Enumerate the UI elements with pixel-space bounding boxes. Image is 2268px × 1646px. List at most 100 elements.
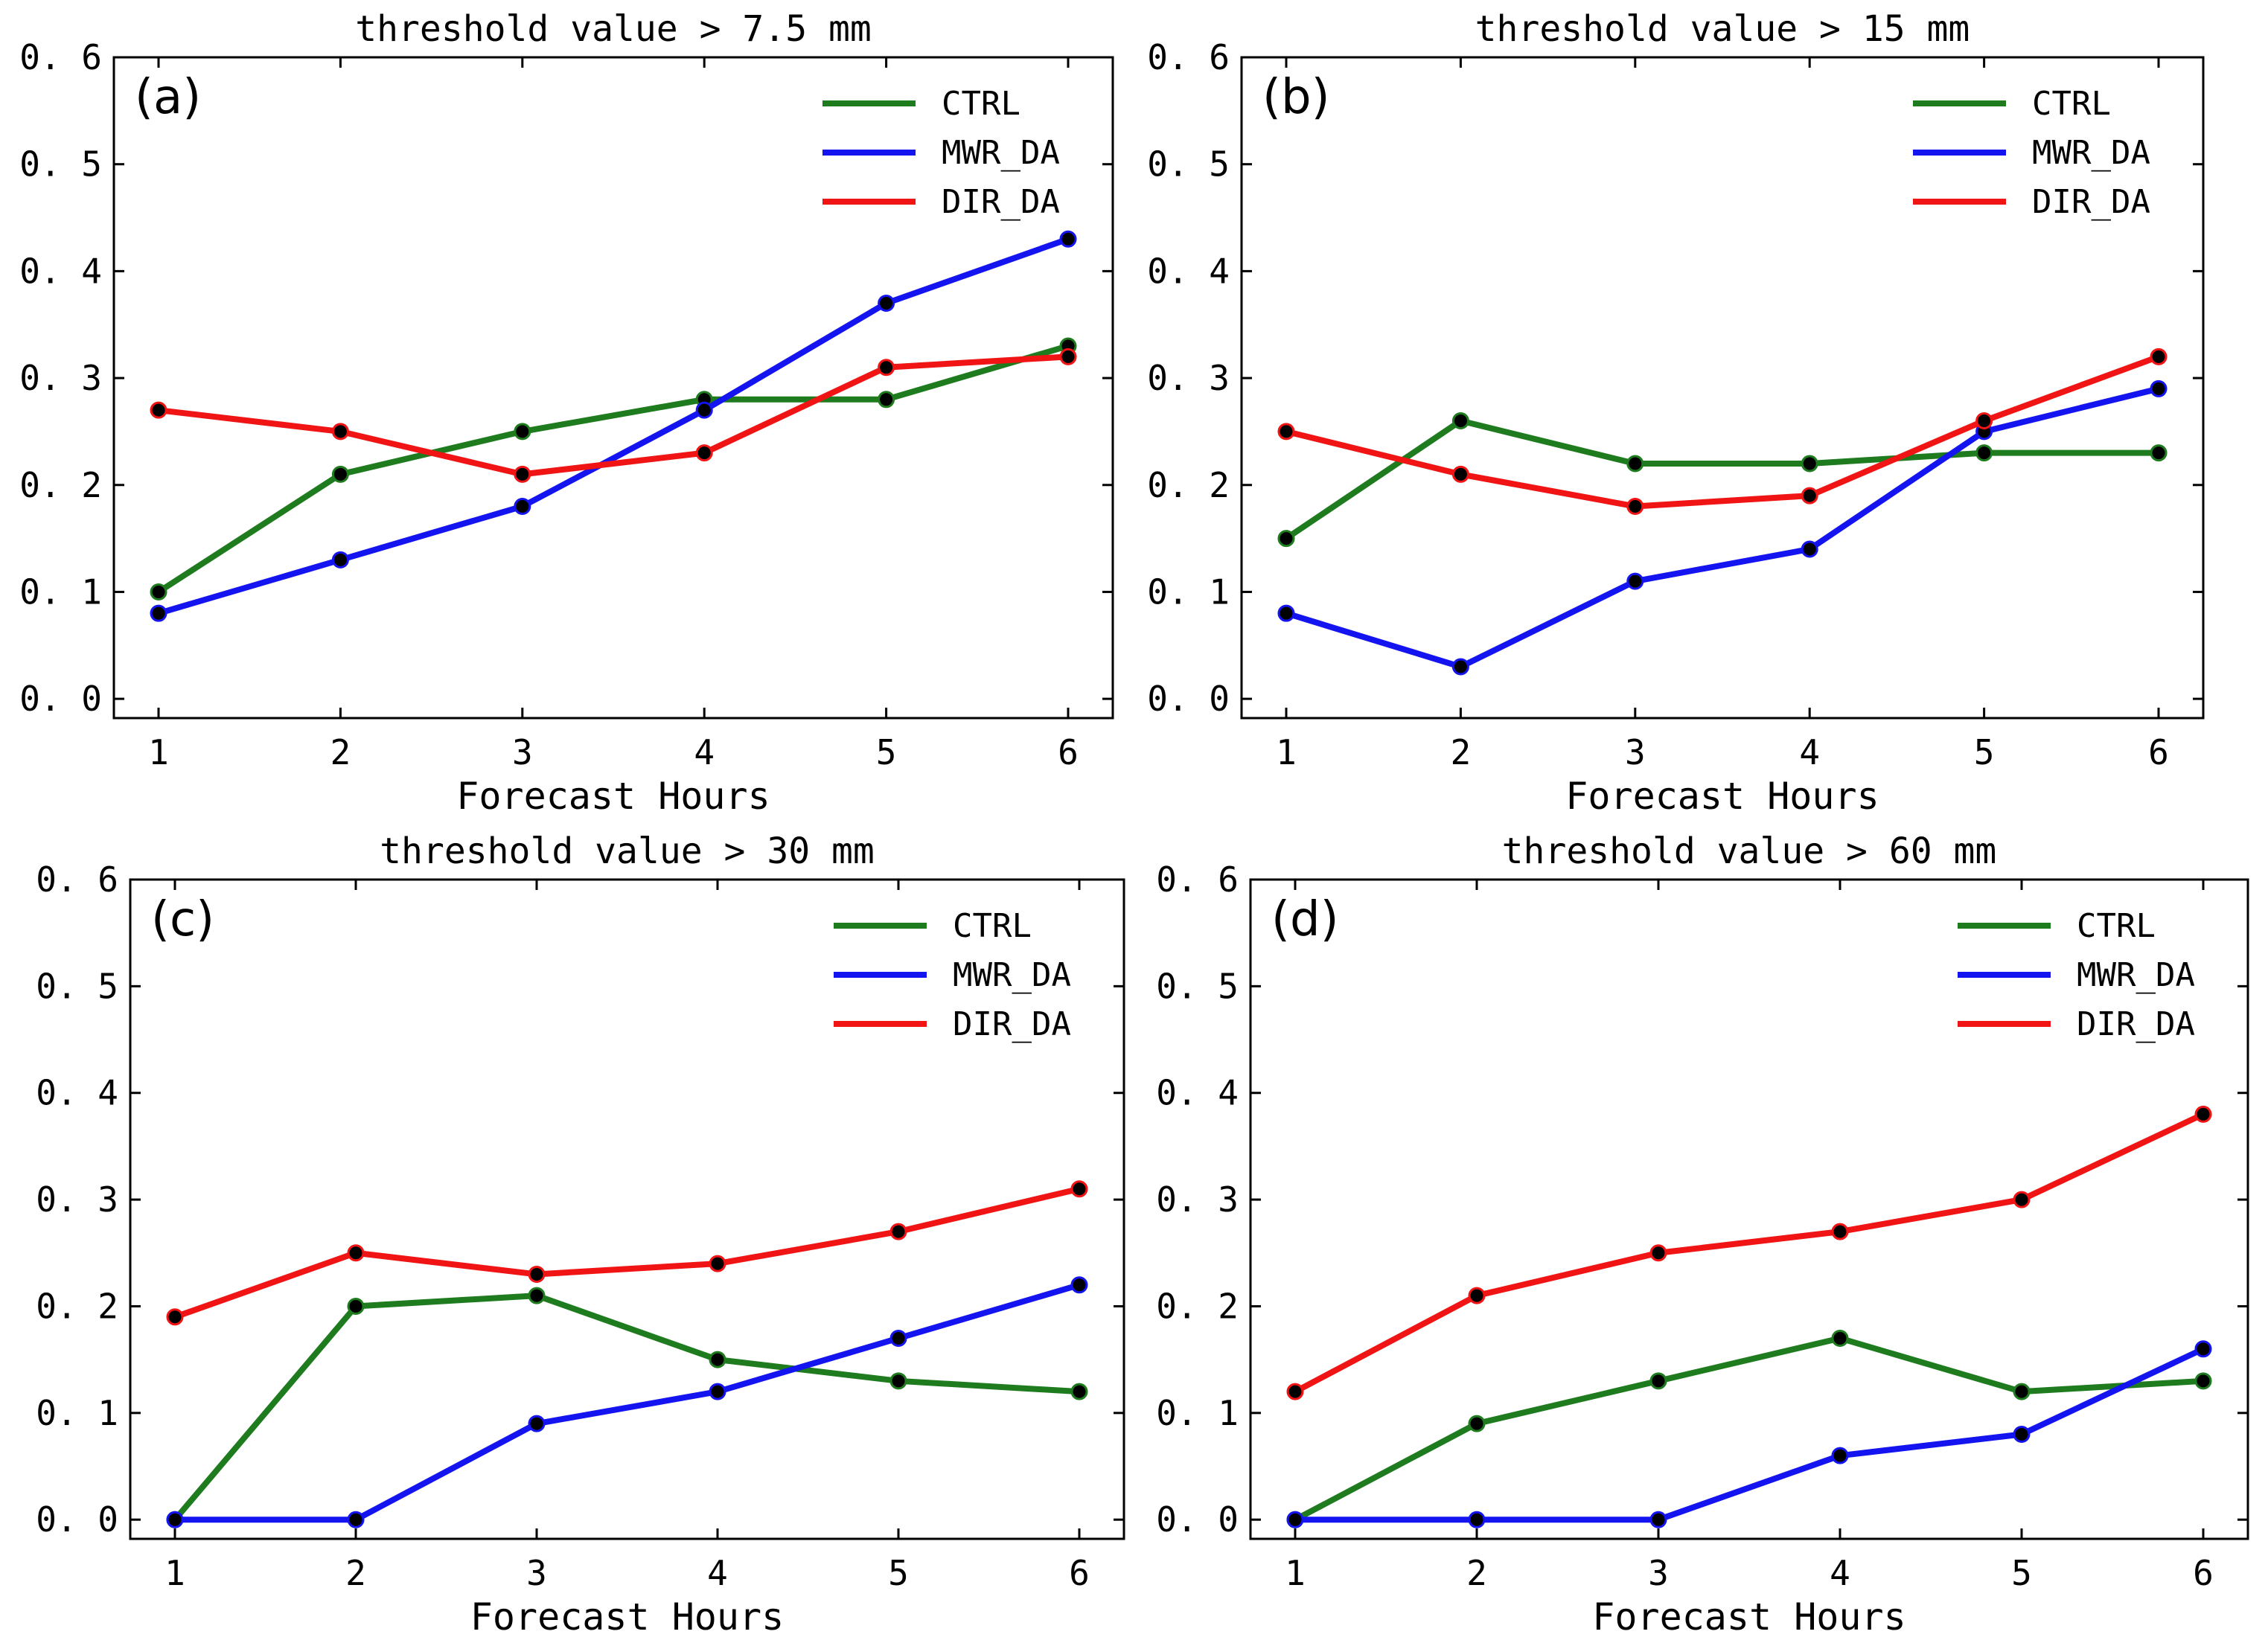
panel-label: (a) <box>135 70 201 125</box>
data-point <box>1801 540 1818 558</box>
data-point <box>1649 1244 1667 1262</box>
data-point <box>889 1372 907 1390</box>
data-point <box>347 1511 365 1528</box>
data-point <box>2194 1105 2212 1123</box>
x-tick-label: 5 <box>1974 732 1995 772</box>
data-point <box>889 1329 907 1347</box>
data-point <box>514 465 531 483</box>
data-point <box>878 359 895 377</box>
chart-panel: threshold value > 7.5 mm (a) 0. 0 0. 1 0. 2 0… <box>19 8 1114 818</box>
data-point <box>331 423 349 441</box>
x-tick-label: 1 <box>164 1553 185 1593</box>
y-tick-label: 0. 1 <box>1156 1393 1239 1433</box>
x-tick-label: 1 <box>1276 732 1297 772</box>
x-axis-title: Forecast Hours <box>1565 775 1879 818</box>
y-tick-label: 0. 3 <box>36 1179 118 1220</box>
y-tick-label: 0. 1 <box>36 1393 118 1433</box>
y-tick-label: 0. 3 <box>1147 358 1230 398</box>
data-point <box>1649 1372 1667 1390</box>
x-tick-label: 4 <box>1799 732 1820 772</box>
chart-title: threshold value > 15 mm <box>1475 8 1970 50</box>
y-tick-label: 0. 6 <box>1156 859 1239 900</box>
data-point <box>528 1265 546 1283</box>
y-tick-label: 0. 6 <box>36 859 118 900</box>
data-point <box>1831 1223 1849 1240</box>
y-tick-label: 0. 4 <box>36 1073 118 1113</box>
data-point <box>1070 1276 1088 1294</box>
series-line-mwr-da <box>175 1281 1081 1523</box>
y-tick-label: 0. 0 <box>36 1499 118 1540</box>
x-tick-label: 5 <box>2011 1553 2032 1593</box>
chart-panel: threshold value > 30 mm (c) 0. 0 0. 1 0. 2 0.… <box>36 830 1125 1639</box>
legend-label: DIR_DA <box>953 1005 1071 1043</box>
x-tick-label: 3 <box>526 1553 547 1593</box>
legend-label: DIR_DA <box>2032 183 2150 221</box>
x-tick-label: 2 <box>1451 732 1472 772</box>
data-point <box>2150 444 2168 462</box>
y-tick-label: 0. 0 <box>1156 1499 1239 1540</box>
data-point <box>150 604 167 622</box>
plot-frame <box>129 878 1125 1540</box>
legend-label: MWR_DA <box>2032 134 2150 172</box>
data-point <box>1277 530 1295 548</box>
x-tick-label: 4 <box>1830 1553 1850 1593</box>
data-point <box>331 551 349 569</box>
y-tick-label: 0. 5 <box>1147 144 1230 185</box>
y-tick-label: 0. 5 <box>1156 966 1239 1006</box>
data-point <box>2194 1372 2212 1390</box>
series-line-ctrl <box>156 343 1070 595</box>
legend-label: CTRL <box>2032 85 2111 123</box>
x-tick-label: 3 <box>1648 1553 1669 1593</box>
data-point <box>1801 487 1818 505</box>
x-tick-label: 3 <box>1625 732 1646 772</box>
x-tick-label: 6 <box>2193 1553 2214 1593</box>
y-tick-label: 0. 3 <box>1156 1179 1239 1220</box>
chart-title: threshold value > 7.5 mm <box>355 8 872 50</box>
y-tick-label: 0. 5 <box>36 966 118 1006</box>
plot-frame <box>1240 56 2205 720</box>
data-point <box>709 1255 726 1272</box>
data-point <box>1468 1415 1486 1432</box>
x-tick-label: 1 <box>1285 1553 1306 1593</box>
data-point <box>1468 1287 1486 1304</box>
data-point <box>1451 465 1469 483</box>
data-point <box>347 1297 365 1315</box>
x-axis-title: Forecast Hours <box>1592 1595 1906 1639</box>
chart-panel: threshold value > 15 mm (b) 0. 0 0. 1 0. 2 0.… <box>1147 8 2205 818</box>
data-point <box>1277 423 1295 441</box>
panel-label: (c) <box>151 892 214 947</box>
data-point <box>1626 497 1644 515</box>
y-tick-label: 0. 2 <box>1147 465 1230 505</box>
data-point <box>1451 658 1469 676</box>
data-point <box>695 401 713 419</box>
data-point <box>1059 230 1077 248</box>
data-point <box>1059 348 1077 365</box>
data-point <box>347 1244 365 1262</box>
data-point <box>2150 380 2168 397</box>
x-axis-title: Forecast Hours <box>456 775 770 818</box>
data-point <box>1975 412 1993 430</box>
y-tick-label: 0. 0 <box>1147 679 1230 719</box>
data-point <box>331 465 349 483</box>
series-line-dir-da <box>1285 353 2160 510</box>
legend-label: CTRL <box>942 85 1020 123</box>
x-tick-label: 6 <box>1058 732 1079 772</box>
data-point <box>2194 1340 2212 1358</box>
y-tick-label: 0. 4 <box>1147 251 1230 291</box>
series-line-dir-da <box>158 353 1069 478</box>
data-point <box>709 1351 726 1368</box>
data-point <box>1801 455 1818 473</box>
y-tick-label: 0. 6 <box>19 37 102 77</box>
chart-title: threshold value > 30 mm <box>380 830 875 872</box>
chart-panel: threshold value > 60 mm (d) 0. 0 0. 1 0. 2 0.… <box>1156 830 2249 1639</box>
panel-label: (d) <box>1271 892 1339 947</box>
series-line-ctrl <box>172 1293 1080 1522</box>
data-point <box>1626 455 1644 473</box>
panel-label: (b) <box>1262 70 1330 125</box>
data-point <box>1070 1180 1088 1198</box>
data-point <box>528 1287 546 1304</box>
y-tick-label: 0. 4 <box>1156 1073 1239 1113</box>
data-point <box>528 1415 546 1432</box>
data-point <box>878 294 895 312</box>
